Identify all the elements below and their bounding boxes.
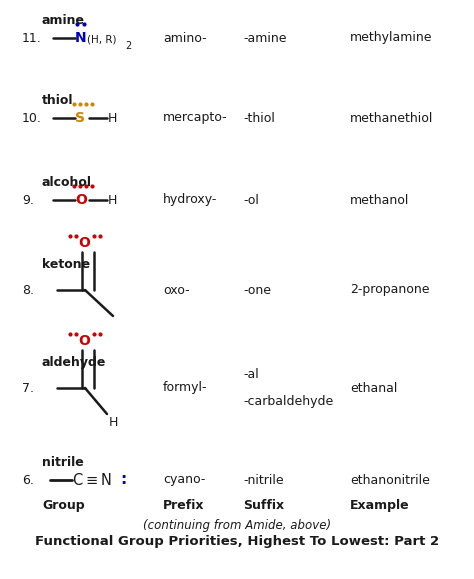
Text: alcohol: alcohol (42, 176, 92, 189)
Text: $\mathsf{C{\equiv}N}$: $\mathsf{C{\equiv}N}$ (72, 472, 111, 488)
Text: Functional Group Priorities, Highest To Lowest: Part 2: Functional Group Priorities, Highest To … (35, 535, 439, 548)
Text: -amine: -amine (243, 31, 286, 45)
Text: 2: 2 (125, 41, 131, 51)
Text: N: N (75, 31, 87, 45)
Text: formyl-: formyl- (163, 382, 208, 394)
Text: cyano-: cyano- (163, 474, 205, 486)
Text: O: O (78, 236, 90, 250)
Text: -al: -al (243, 368, 259, 382)
Text: methanol: methanol (350, 193, 410, 207)
Text: O: O (78, 334, 90, 348)
Text: 11.: 11. (22, 31, 42, 45)
Text: aldehyde: aldehyde (42, 356, 106, 369)
Text: 8.: 8. (22, 284, 34, 296)
Text: -thiol: -thiol (243, 112, 275, 124)
Text: 9.: 9. (22, 193, 34, 207)
Text: amine: amine (42, 14, 85, 27)
Text: Group: Group (42, 499, 85, 512)
Text: 6.: 6. (22, 474, 34, 486)
Text: S: S (75, 111, 85, 125)
Text: 2-propanone: 2-propanone (350, 284, 429, 296)
Text: 7.: 7. (22, 382, 34, 394)
Text: (continuing from Amide, above): (continuing from Amide, above) (143, 519, 331, 532)
Text: ketone: ketone (42, 258, 90, 271)
Text: (H, R): (H, R) (87, 35, 117, 45)
Text: 10.: 10. (22, 112, 42, 124)
Text: O: O (75, 193, 87, 207)
Text: thiol: thiol (42, 94, 73, 107)
Text: -nitrile: -nitrile (243, 474, 283, 486)
Text: mercapto-: mercapto- (163, 112, 228, 124)
Text: H: H (108, 112, 118, 124)
Text: amino-: amino- (163, 31, 207, 45)
Text: ethanonitrile: ethanonitrile (350, 474, 430, 486)
Text: :: : (120, 472, 126, 488)
Text: Suffix: Suffix (243, 499, 284, 512)
Text: -one: -one (243, 284, 271, 296)
Text: H: H (109, 416, 118, 429)
Text: ethanal: ethanal (350, 382, 397, 394)
Text: H: H (108, 193, 118, 207)
Text: -ol: -ol (243, 193, 259, 207)
Text: oxo-: oxo- (163, 284, 190, 296)
Text: methylamine: methylamine (350, 31, 432, 45)
Text: methanethiol: methanethiol (350, 112, 433, 124)
Text: Prefix: Prefix (163, 499, 204, 512)
Text: hydroxy-: hydroxy- (163, 193, 218, 207)
Text: nitrile: nitrile (42, 456, 84, 469)
Text: -carbaldehyde: -carbaldehyde (243, 394, 333, 408)
Text: Example: Example (350, 499, 410, 512)
